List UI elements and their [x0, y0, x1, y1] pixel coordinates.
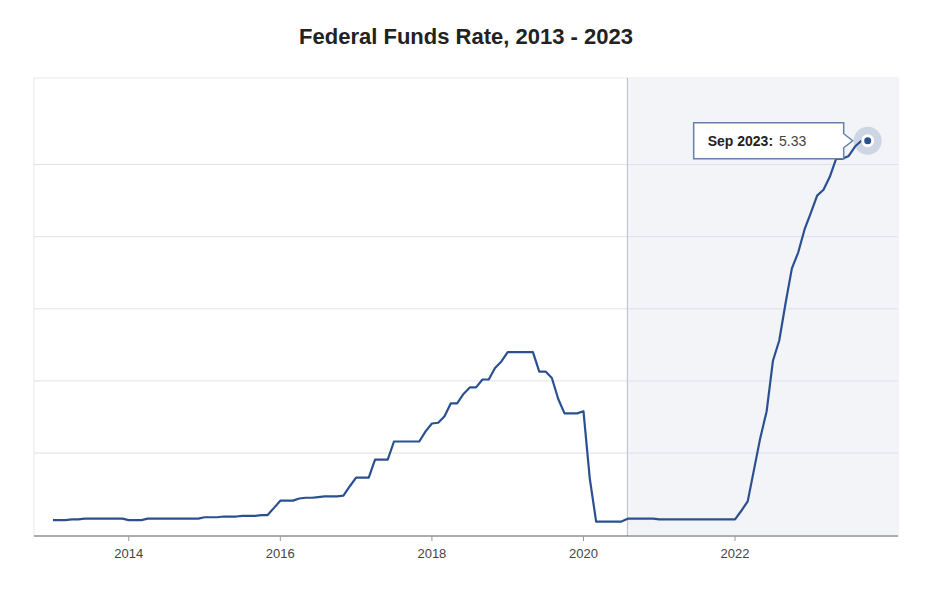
- x-tick-label: 2014: [114, 546, 143, 561]
- x-tick: [280, 536, 281, 541]
- vertical-line: [627, 78, 628, 536]
- annotation-point: [863, 136, 873, 146]
- plot-frame: [34, 78, 898, 536]
- x-tick-label: 2018: [417, 546, 446, 561]
- grid-line: [34, 164, 898, 165]
- x-tick-label: 2022: [721, 546, 750, 561]
- annotation-value: 5.33: [779, 133, 806, 149]
- grid-line: [34, 453, 898, 454]
- point-halo: [854, 127, 882, 155]
- tooltip-box: [694, 123, 853, 159]
- x-tick-label: 2016: [266, 546, 295, 561]
- x-tick-label: 2020: [569, 546, 598, 561]
- annotation-label: Sep 2023:: [708, 133, 773, 149]
- plot-area: [53, 127, 882, 522]
- x-tick: [128, 536, 129, 541]
- line: [53, 141, 868, 522]
- grid-line: [34, 236, 898, 237]
- grid-line: [34, 380, 898, 381]
- shaded-region: [627, 78, 898, 536]
- x-tick: [583, 536, 584, 541]
- background: [0, 0, 932, 592]
- x-axis-line: [34, 536, 898, 537]
- x-tick: [431, 536, 432, 541]
- tooltip: Sep 2023: 5.33: [694, 123, 853, 159]
- x-axis: 2014 2016 2018 2020 2022: [34, 536, 898, 561]
- grid: [34, 165, 898, 454]
- annotation-text: Sep 2023: 5.33: [708, 133, 807, 149]
- title: Federal Funds Rate, 2013 - 2023: [299, 24, 633, 49]
- x-tick: [735, 536, 736, 541]
- chart: Federal Funds Rate, 2013 - 2023201420162…: [0, 0, 932, 592]
- grid-line: [34, 308, 898, 309]
- chart-container: Federal Funds Rate, 2013 - 2023201420162…: [0, 0, 932, 592]
